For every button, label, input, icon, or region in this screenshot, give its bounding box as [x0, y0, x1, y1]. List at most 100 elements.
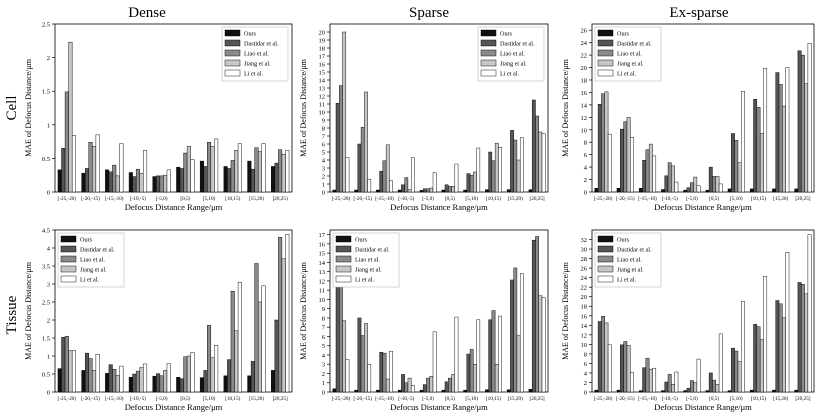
bar: [466, 173, 471, 193]
bar: [807, 43, 812, 193]
bar: [404, 177, 409, 193]
x-tick-label: [-15,-10): [105, 195, 124, 202]
bar: [397, 389, 402, 393]
bar: [156, 373, 161, 393]
legend: Ours Dastidar et al. Liao et al. Jiang et a…: [477, 26, 545, 82]
legend-label: Ours: [500, 31, 513, 38]
bar: [223, 375, 228, 393]
y-tick-label: 9: [322, 118, 325, 125]
x-tick-label: [0,5): [709, 395, 719, 402]
bar: [115, 175, 120, 193]
x-tick-label: [5,10): [203, 195, 216, 202]
x-tick-label: [0,5): [445, 395, 455, 402]
bar: [88, 358, 93, 393]
y-tick-label: 2: [47, 318, 50, 325]
legend-swatch: [224, 39, 241, 47]
bar: [667, 162, 672, 193]
y-tick-label: 8: [322, 315, 325, 322]
legend-swatch: [60, 265, 77, 273]
bar: [734, 350, 739, 393]
bar: [671, 384, 675, 393]
y-tick-label: 8: [584, 351, 587, 358]
bar: [594, 389, 599, 393]
legend-label: Liao et al.: [500, 51, 525, 58]
bar: [510, 279, 514, 393]
bar: [179, 378, 184, 393]
y-axis-label: MAE of Defocus Distance/μm: [561, 58, 570, 157]
row-label-cell: Cell: [4, 96, 20, 121]
bar: [759, 133, 764, 193]
bar: [105, 373, 110, 393]
plot-frame: [54, 23, 293, 193]
bar: [61, 148, 66, 193]
x-axis-label: Defocus Distance Range/μm: [390, 402, 488, 412]
y-tick-label: 24: [581, 40, 588, 47]
bar: [731, 347, 735, 393]
x-tick-label: [20,25): [273, 195, 288, 202]
y-tick-label: 3: [322, 362, 325, 369]
bar: [607, 344, 612, 393]
y-tick-label: 1: [322, 182, 325, 189]
legend: Ours Dastidar et al. Liao et al. Jiang et a…: [221, 26, 289, 82]
bar: [186, 146, 191, 193]
legend-label: Ours: [355, 237, 368, 244]
bar: [601, 93, 605, 193]
bar: [410, 385, 415, 393]
y-tick-label: 2: [322, 371, 325, 378]
legend-label: Jiang et al.: [244, 61, 271, 68]
bar: [261, 285, 266, 393]
x-tick-label: [-20,-15): [81, 195, 100, 202]
legend-swatch: [480, 49, 497, 57]
y-axis-label: MAE of Defocus Distance/μm: [561, 261, 570, 360]
bar: [488, 151, 493, 193]
bar: [401, 184, 405, 193]
y-tick-label: 14: [319, 78, 326, 85]
bar: [210, 357, 215, 393]
y-tick-label: 6: [322, 142, 326, 149]
legend-swatch: [335, 275, 352, 283]
bar: [345, 157, 350, 193]
x-tick-label: [-5,0): [686, 395, 698, 402]
y-tick-label: 12: [319, 94, 326, 101]
y-tick-label: 14: [581, 323, 588, 330]
bar: [354, 389, 359, 393]
y-tick-label: 4: [584, 370, 588, 377]
bar: [718, 333, 723, 393]
x-tick-label: [-20,-15): [81, 395, 100, 402]
bar: [68, 350, 73, 393]
bar: [664, 175, 669, 193]
bar: [469, 349, 474, 393]
bar: [285, 234, 290, 393]
bar: [183, 152, 188, 193]
y-tick-label: 4: [322, 352, 326, 359]
bar: [389, 351, 393, 393]
x-tick-label: [5,10): [730, 195, 743, 202]
bar: [135, 168, 140, 193]
y-tick-label: 18: [581, 304, 588, 311]
y-tick-label: 2: [584, 177, 587, 184]
bar: [274, 319, 279, 393]
legend-swatch: [224, 69, 241, 77]
bar: [64, 335, 69, 393]
bar: [454, 316, 459, 393]
y-tick-label: 0: [322, 190, 325, 197]
y-tick-label: 16: [319, 241, 326, 248]
bar: [429, 187, 434, 193]
bar: [254, 147, 259, 193]
bar: [772, 389, 776, 393]
x-tick-label: [-10,-5): [398, 195, 414, 202]
x-tick-label: [10,15): [225, 395, 240, 402]
bar: [335, 282, 340, 393]
legend-swatch: [224, 49, 241, 57]
y-tick-label: 9: [322, 306, 325, 313]
row-label-tissue: Tissue: [4, 295, 20, 334]
bar: [95, 353, 100, 393]
y-axis-label: MAE of Defocus Distance/μm: [24, 261, 33, 360]
bar: [339, 285, 343, 393]
y-tick-label: 7: [322, 134, 326, 141]
bar: [718, 183, 723, 193]
bar: [686, 387, 691, 393]
x-tick-label: [-25,-20): [332, 395, 351, 402]
y-tick-label: 10: [319, 110, 326, 117]
